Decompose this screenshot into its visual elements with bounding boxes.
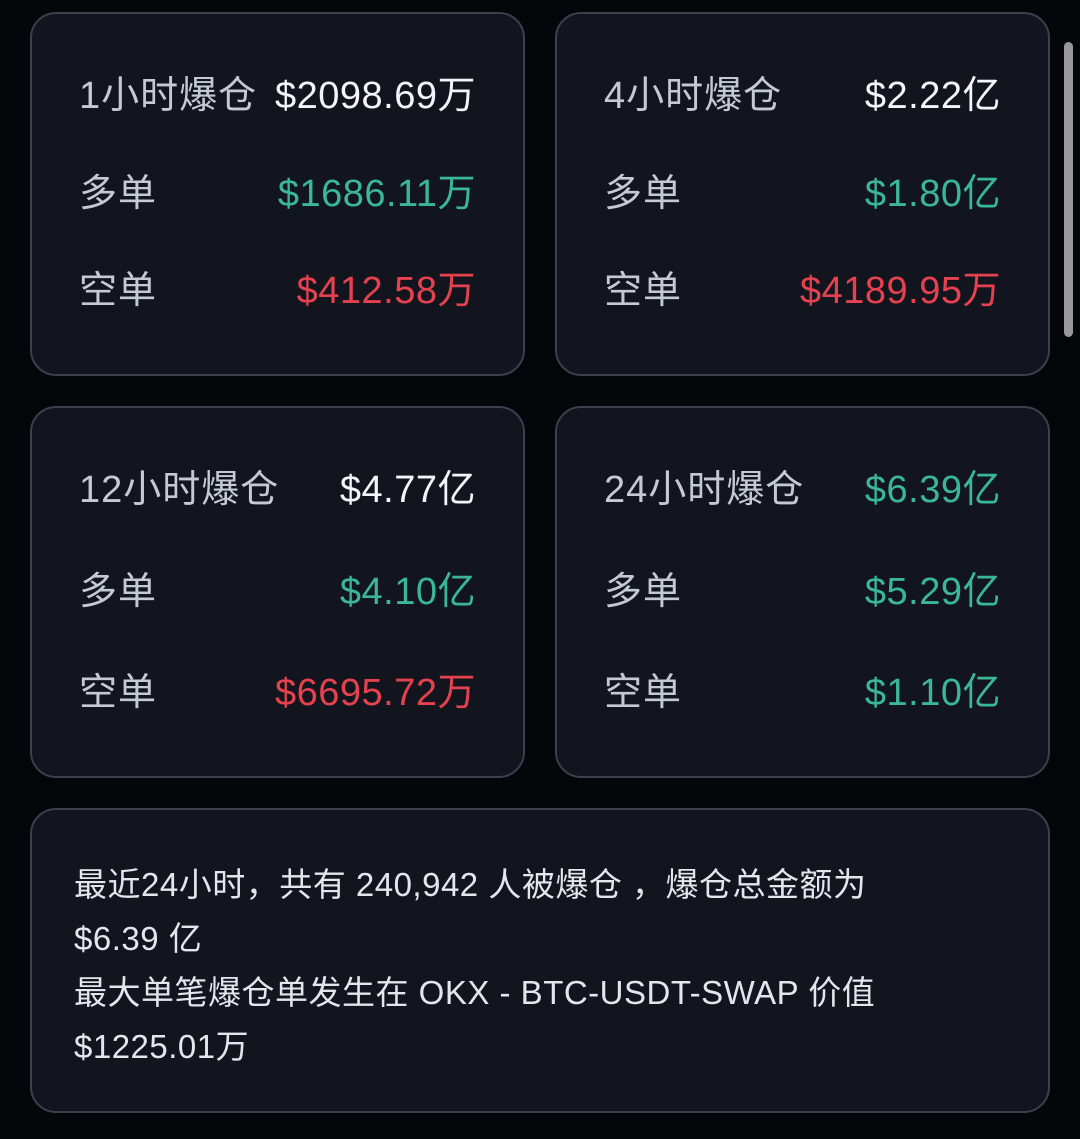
summary-line-4: $1225.01万 — [74, 1028, 250, 1065]
long-label: 多单 — [604, 172, 683, 215]
long-value: $1686.11万 — [277, 172, 476, 215]
card-title: 1小时爆仓 — [79, 75, 258, 117]
summary-line-2: $6.39 亿 — [74, 920, 203, 957]
short-value: $1.10亿 — [864, 672, 1001, 714]
summary-line-1: 最近24小时，共有 240,942 人被爆仓 ，爆仓总金额为 — [74, 866, 867, 903]
long-value: $5.29亿 — [864, 570, 1001, 613]
total-liquidation-value: $2098.69万 — [275, 75, 476, 117]
long-value: $4.10亿 — [339, 570, 476, 613]
short-value: $4189.95万 — [800, 270, 1001, 312]
short-label: 空单 — [604, 672, 683, 714]
total-liquidation-value: $6.39亿 — [864, 469, 1001, 511]
liquidation-card-1h: 1小时爆仓 $2098.69万 多单 $1686.11万 空单 $412.58万 — [30, 12, 525, 376]
card-title: 4小时爆仓 — [604, 75, 783, 117]
card-header-row: 1小时爆仓 $2098.69万 — [79, 74, 476, 118]
card-header-row: 4小时爆仓 $2.22亿 — [604, 74, 1001, 118]
short-value: $6695.72万 — [275, 672, 476, 714]
long-row: 多单 $5.29亿 — [604, 570, 1001, 614]
short-label: 空单 — [79, 270, 158, 312]
long-label: 多单 — [604, 570, 683, 613]
summary-line-3: 最大单笔爆仓单发生在 OKX - BTC-USDT-SWAP 价值 — [74, 974, 876, 1011]
total-liquidation-value: $2.22亿 — [864, 75, 1001, 117]
vertical-scrollbar-thumb[interactable] — [1064, 42, 1073, 337]
card-header-row: 24小时爆仓 $6.39亿 — [604, 468, 1001, 512]
short-label: 空单 — [604, 270, 683, 312]
liquidation-card-24h: 24小时爆仓 $6.39亿 多单 $5.29亿 空单 $1.10亿 — [555, 406, 1050, 778]
liquidation-summary-box: 最近24小时，共有 240,942 人被爆仓 ，爆仓总金额为 $6.39 亿 最… — [30, 808, 1050, 1113]
long-row: 多单 $4.10亿 — [79, 570, 476, 614]
long-label: 多单 — [79, 172, 158, 215]
short-row: 空单 $4189.95万 — [604, 269, 1001, 313]
liquidation-card-4h: 4小时爆仓 $2.22亿 多单 $1.80亿 空单 $4189.95万 — [555, 12, 1050, 376]
short-value: $412.58万 — [296, 270, 476, 312]
card-title: 24小时爆仓 — [604, 469, 805, 511]
short-row: 空单 $6695.72万 — [79, 671, 476, 715]
short-label: 空单 — [79, 672, 158, 714]
long-row: 多单 $1.80亿 — [604, 172, 1001, 216]
liquidation-card-12h: 12小时爆仓 $4.77亿 多单 $4.10亿 空单 $6695.72万 — [30, 406, 525, 778]
total-liquidation-value: $4.77亿 — [339, 469, 476, 511]
card-title: 12小时爆仓 — [79, 469, 280, 511]
long-label: 多单 — [79, 570, 158, 613]
long-row: 多单 $1686.11万 — [79, 172, 476, 216]
card-header-row: 12小时爆仓 $4.77亿 — [79, 468, 476, 512]
short-row: 空单 $1.10亿 — [604, 671, 1001, 715]
cards-grid: 1小时爆仓 $2098.69万 多单 $1686.11万 空单 $412.58万… — [30, 12, 1050, 778]
long-value: $1.80亿 — [864, 172, 1001, 215]
short-row: 空单 $412.58万 — [79, 269, 476, 313]
